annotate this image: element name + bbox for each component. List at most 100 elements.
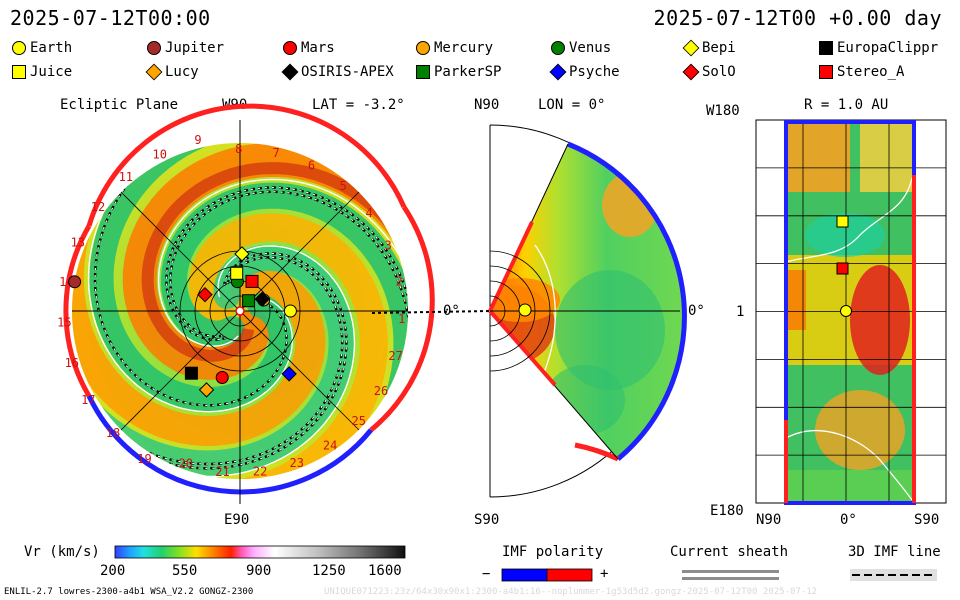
- footer-run-id: UNIQUE071223:23z/64x30x90x1:2300-a4b1:16…: [324, 587, 818, 597]
- mercury-marker-icon: [416, 41, 430, 55]
- radial-green-bottom: [786, 470, 914, 503]
- earth-radial-marker-icon: [840, 305, 852, 317]
- colorbar-tick-550: 550: [172, 563, 198, 579]
- radial-bottom-label: E180: [710, 503, 744, 519]
- meridional-bottom-label: S90: [474, 512, 500, 528]
- carrington-number: 12: [91, 200, 105, 214]
- legend-label: Psyche: [569, 64, 620, 80]
- colorbar-tick-1600: 1600: [368, 563, 402, 579]
- legend-item-jupiter: Jupiter: [147, 40, 224, 56]
- imf-3d-line-hl-4: [94, 145, 288, 407]
- legend-item-stereo-a: Stereo_A: [819, 64, 904, 80]
- legend-item-earth: Earth: [12, 40, 72, 56]
- earth-connector-line: [371, 310, 491, 314]
- meridional-panel: [488, 124, 687, 498]
- bepi-ecliptic-marker-icon: [234, 246, 250, 262]
- imf3d-label: 3D IMF line: [848, 544, 941, 560]
- vr-colorbar: [114, 545, 406, 559]
- imf-polarity-label: IMF polarity: [502, 544, 604, 560]
- legend-label: Stereo_A: [837, 64, 905, 80]
- parkersp-ecliptic-marker-icon: [242, 294, 256, 308]
- imf-3d-line-hl-0: [165, 186, 408, 357]
- carrington-number: 16: [65, 356, 79, 370]
- radial-orange-top: [786, 122, 850, 192]
- radial-x-left: N90: [756, 512, 782, 528]
- meridional-lon-label: LON = 0°: [538, 97, 606, 113]
- ecliptic-title: Ecliptic Plane: [60, 97, 179, 113]
- imf-negative-swatch: [501, 568, 548, 582]
- current-sheet-line-0: [157, 178, 408, 347]
- legend-label: Bepi: [702, 40, 736, 56]
- radial-r-label: R = 1.0 AU: [804, 97, 889, 113]
- jupiter-marker-icon: [147, 41, 161, 55]
- carrington-number: 15: [57, 316, 71, 330]
- radial-yellow-top: [860, 122, 914, 192]
- radial-panel: [755, 119, 947, 505]
- meridional-ring-1: [489, 295, 506, 327]
- colorbar-tick-900: 900: [246, 563, 272, 579]
- carrington-number: 23: [289, 456, 303, 470]
- osiris-apex-ecliptic-marker-icon: [254, 291, 270, 307]
- carrington-number: 3: [385, 239, 392, 253]
- carrington-number: 27: [388, 349, 402, 363]
- colorbar-tick-1250: 1250: [312, 563, 346, 579]
- juice-marker-icon: [12, 65, 26, 79]
- legend-label: OSIRIS-APEX: [301, 64, 394, 80]
- ecliptic-rim-negative: [86, 394, 373, 495]
- ecliptic-lat-label: LAT = -3.2°: [312, 97, 405, 113]
- earth-meridional-marker-icon: [518, 303, 532, 317]
- europaclippr-marker-icon: [819, 41, 833, 55]
- carrington-number: 25: [351, 414, 365, 428]
- colorbar-label: Vr (km/s): [24, 544, 100, 560]
- legend-item-parkersp: ParkerSP: [416, 64, 501, 80]
- legend-item-juice: Juice: [12, 64, 72, 80]
- vr-band-5: [89, 143, 293, 411]
- ecliptic-bottom-label: E90: [224, 512, 250, 528]
- vr-band-0: [122, 143, 408, 380]
- radial-x-right: S90: [914, 512, 940, 528]
- imf-3d-line-hl-3: [97, 256, 343, 465]
- current-sheath-line-2: [682, 577, 779, 580]
- vr-band-2: [72, 179, 326, 447]
- legend-label: Mercury: [434, 40, 494, 56]
- vr-band-3: [160, 182, 408, 461]
- legend-label: Juice: [30, 64, 73, 80]
- meridional-ring-3: [489, 265, 536, 357]
- carrington-number: 1: [398, 312, 405, 326]
- vr-band-1: [182, 213, 388, 479]
- imf-3d-line-hl-2: [112, 252, 348, 469]
- stereo-a-radial-marker-icon: [836, 262, 849, 275]
- imf-minus-label: −: [482, 566, 491, 582]
- legend-item-europaclippr: EuropaClippr: [819, 40, 938, 56]
- imf-plus-label: +: [600, 566, 609, 582]
- current-sheet-line-2: [87, 144, 293, 413]
- carrington-number: 11: [119, 170, 133, 184]
- carrington-number: 22: [253, 465, 267, 479]
- carrington-number: 13: [71, 236, 85, 250]
- stereo-a-marker-icon: [819, 65, 833, 79]
- earth-marker-icon: [12, 41, 26, 55]
- legend-item-venus: Venus: [551, 40, 611, 56]
- meridional-green-region-2: [545, 365, 625, 435]
- carrington-number: 5: [339, 179, 346, 193]
- earth-ecliptic-marker-icon: [283, 304, 297, 318]
- mars-marker-icon: [283, 41, 297, 55]
- europaclippr-ecliptic-marker-icon: [184, 366, 198, 380]
- meridional-right-zero: 0°: [688, 303, 705, 319]
- legend-item-osiris-apex: OSIRIS-APEX: [281, 63, 394, 81]
- carrington-number: 24: [323, 439, 337, 453]
- mars-ecliptic-marker-icon: [215, 371, 229, 384]
- carrington-number: 10: [152, 147, 166, 161]
- ecliptic-rim-positive: [86, 103, 407, 227]
- carrington-number: 20: [179, 457, 193, 471]
- current-sheath-label: Current sheath: [670, 544, 789, 560]
- imf3d-sample: [850, 569, 937, 581]
- radial-orange-left: [786, 270, 806, 330]
- datetime-right: 2025-07-12T00 +0.00 day: [653, 6, 942, 30]
- ecliptic-ring-1: [224, 295, 256, 327]
- carrington-number: 8: [235, 142, 242, 156]
- meridional-ring-4: [489, 250, 551, 372]
